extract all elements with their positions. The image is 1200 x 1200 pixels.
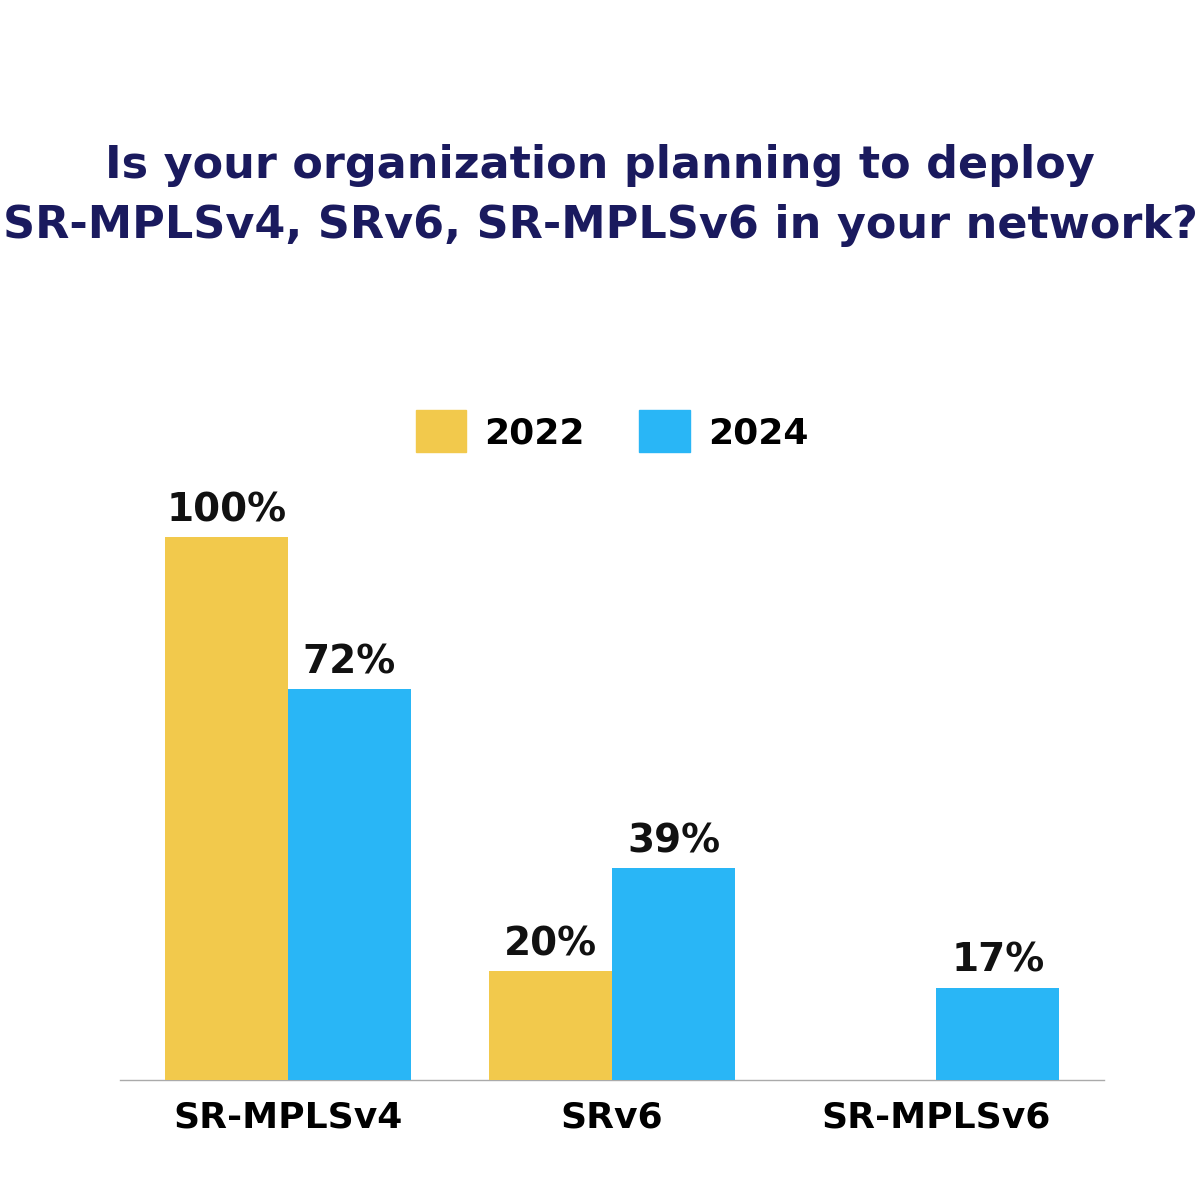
Text: Is your organization planning to deploy
SR-MPLSv4, SRv6, SR-MPLSv6 in your netwo: Is your organization planning to deploy …	[2, 144, 1198, 247]
Bar	[488, 972, 612, 1080]
Bar	[936, 988, 1060, 1080]
Text: 17%: 17%	[952, 942, 1044, 979]
Text: 39%: 39%	[628, 822, 720, 860]
Text: 72%: 72%	[302, 643, 396, 682]
Bar	[288, 689, 412, 1080]
Text: 100%: 100%	[167, 491, 287, 529]
Bar	[164, 538, 288, 1080]
Bar	[612, 869, 736, 1080]
Legend: 2022, 2024: 2022, 2024	[401, 396, 823, 467]
Text: 20%: 20%	[504, 925, 596, 964]
